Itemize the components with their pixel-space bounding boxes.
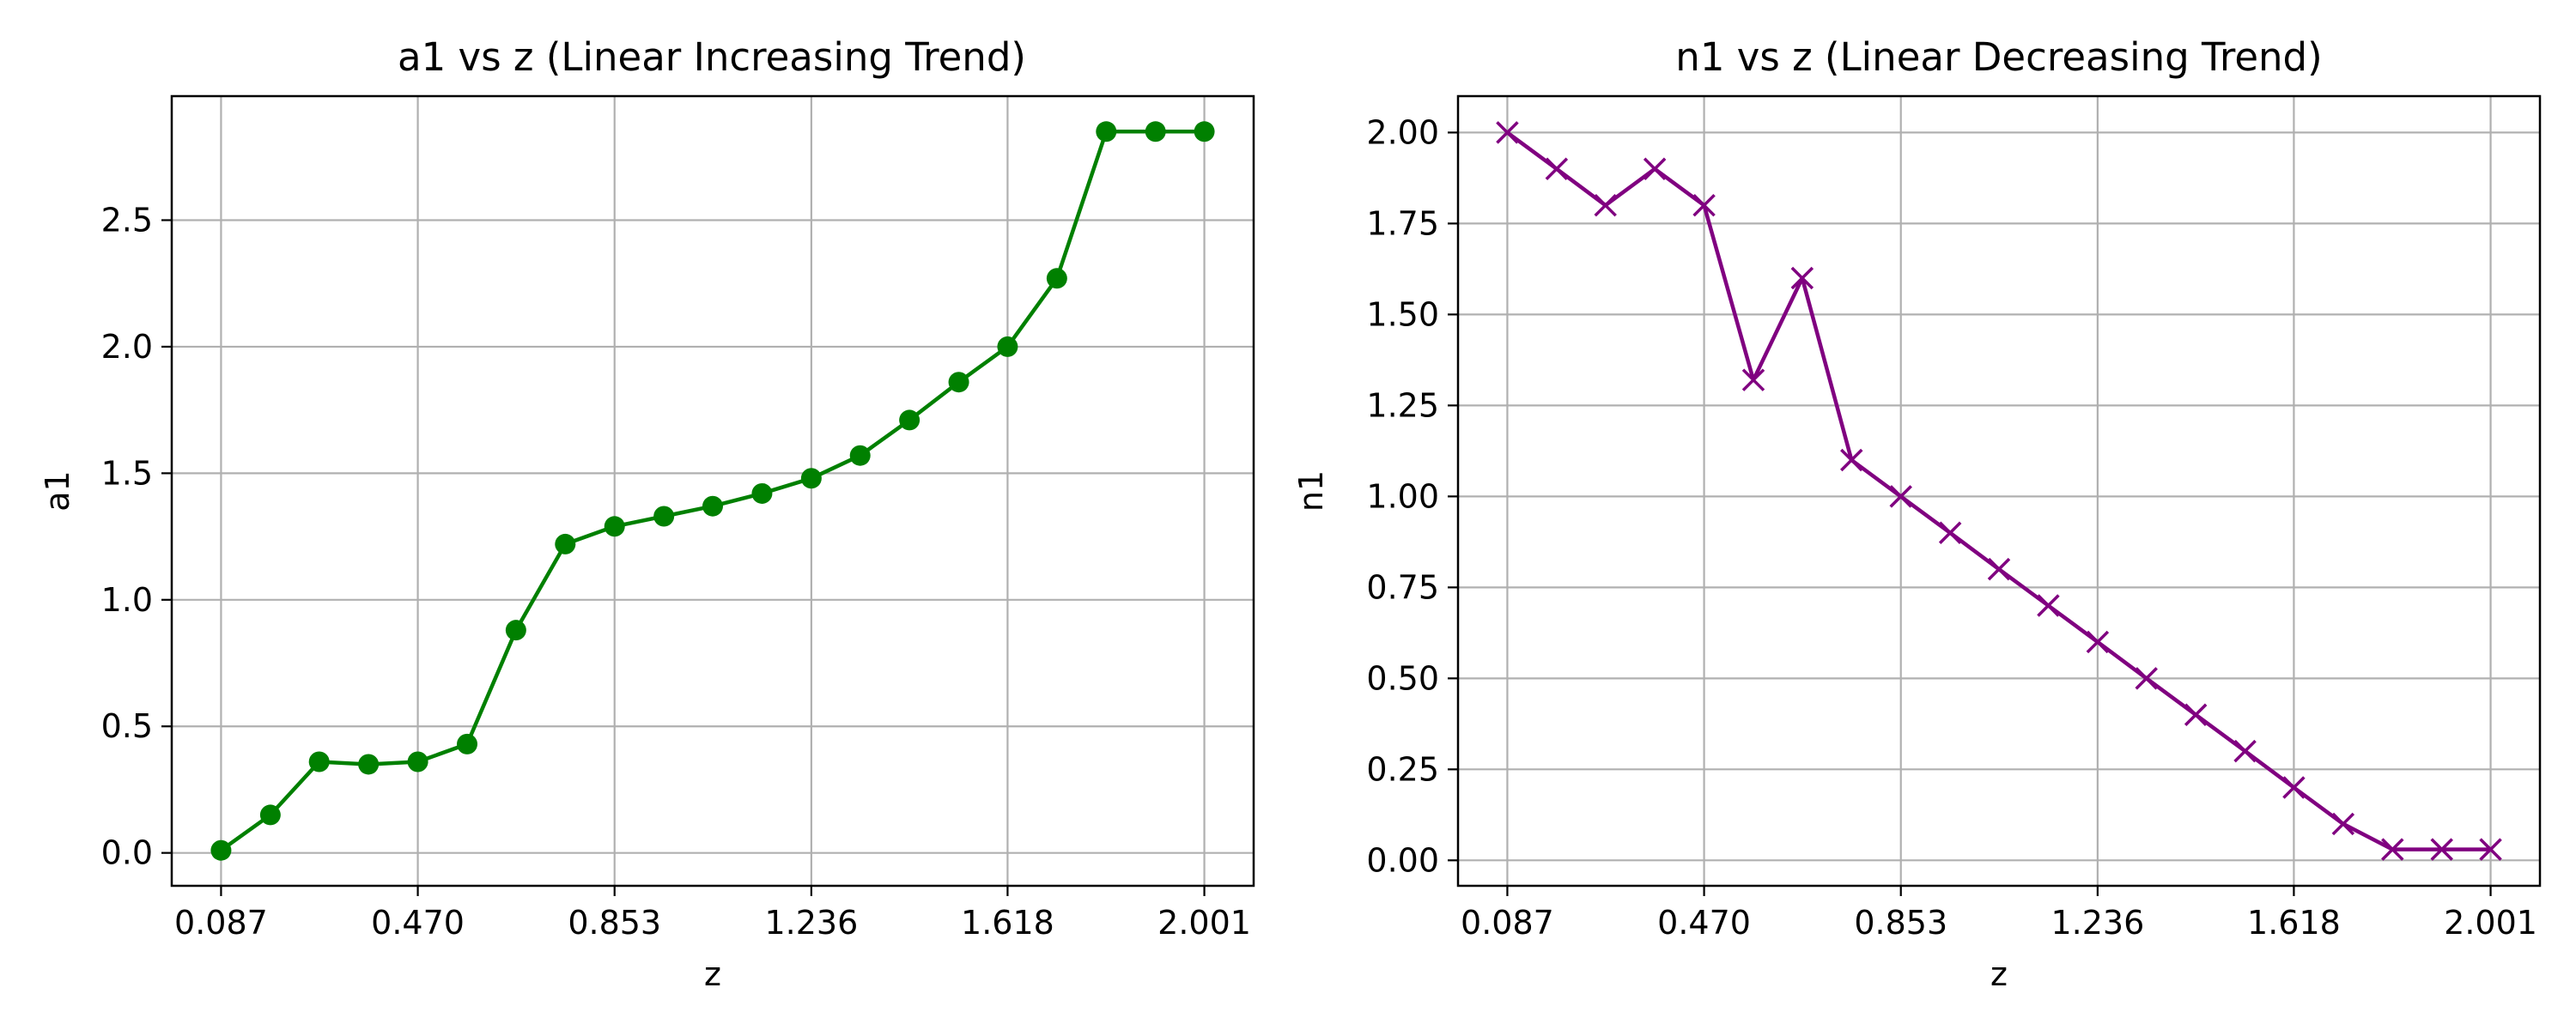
- chart-a1-vs-z: a1 vs z (Linear Increasing Trend) 0.087 0…: [39, 34, 1255, 993]
- y-tick-label: 1.75: [1366, 204, 1439, 242]
- data-point: [1594, 193, 1617, 217]
- data-point: [308, 751, 330, 772]
- x-ticks: 0.087 0.470 0.853 1.236 1.618 2.001: [1461, 886, 2537, 942]
- y-tick-label: 2.00: [1366, 113, 1439, 151]
- data-point: [1643, 157, 1667, 181]
- y-tick-label: 1.25: [1366, 386, 1439, 424]
- y-tick-label: 0.75: [1366, 568, 1439, 606]
- x-tick-label: 2.001: [2444, 904, 2537, 942]
- grid: [172, 96, 1254, 886]
- data-point: [1545, 157, 1569, 181]
- x-tick-label: 0.853: [1854, 904, 1947, 942]
- series-line: [210, 121, 1215, 861]
- data-point: [1194, 121, 1215, 142]
- x-tick-label: 0.853: [568, 904, 661, 942]
- data-point: [407, 751, 428, 772]
- x-tick-label: 1.236: [764, 904, 858, 942]
- data-point: [604, 516, 625, 537]
- data-point: [2331, 812, 2355, 836]
- data-point: [751, 482, 773, 504]
- grid: [1458, 96, 2540, 886]
- data-point: [210, 839, 232, 861]
- data-point: [2184, 703, 2208, 726]
- data-point: [505, 620, 526, 641]
- x-tick-label: 0.470: [371, 904, 465, 942]
- series-line: [1496, 121, 2502, 861]
- y-tick-label: 0.0: [101, 834, 153, 872]
- x-axis-label: z: [704, 955, 721, 993]
- data-point: [1145, 121, 1166, 142]
- y-tick-label: 0.50: [1366, 659, 1439, 697]
- y-tick-label: 1.50: [1366, 295, 1439, 333]
- y-tick-label: 0.00: [1366, 841, 1439, 879]
- data-point: [1741, 368, 1765, 391]
- data-point: [1840, 448, 1863, 472]
- data-point: [702, 495, 723, 517]
- y-tick-label: 2.0: [101, 328, 153, 366]
- data-point: [1046, 268, 1067, 289]
- y-tick-label: 1.0: [101, 581, 153, 619]
- data-point: [899, 409, 920, 431]
- data-point: [358, 754, 380, 775]
- data-point: [1987, 557, 2011, 581]
- y-tick-label: 2.5: [101, 201, 153, 239]
- chart-n1-vs-z: n1 vs z (Linear Decreasing Trend) 0.087 0…: [1292, 34, 2542, 993]
- data-point: [2381, 838, 2404, 861]
- y-tick-label: 0.5: [101, 707, 153, 745]
- data-point: [997, 336, 1018, 357]
- y-ticks: 0.00 0.25 0.50 0.75 1.00 1.25 1.50 1.75 2.00: [1366, 113, 1458, 879]
- chart-title: a1 vs z (Linear Increasing Trend): [398, 34, 1026, 80]
- data-point: [1938, 521, 1962, 544]
- y-tick-label: 1.5: [101, 454, 153, 492]
- x-tick-label: 1.236: [2050, 904, 2144, 942]
- data-point: [259, 804, 281, 826]
- y-axis-label: a1: [39, 470, 76, 511]
- data-point: [800, 468, 822, 489]
- data-point: [1096, 121, 1117, 142]
- data-point: [2430, 838, 2453, 861]
- data-point: [653, 506, 675, 527]
- data-point: [2037, 594, 2060, 617]
- data-point: [2233, 739, 2257, 763]
- data-point: [1889, 485, 1912, 508]
- data-point: [948, 372, 969, 393]
- x-tick-label: 1.618: [961, 904, 1054, 942]
- data-point: [2135, 667, 2158, 690]
- data-point: [457, 733, 478, 754]
- x-tick-label: 1.618: [2247, 904, 2341, 942]
- data-point: [555, 533, 576, 554]
- data-point: [2479, 838, 2502, 861]
- data-point: [1496, 121, 1519, 144]
- y-axis-label: n1: [1292, 470, 1330, 512]
- x-tick-label: 2.001: [1157, 904, 1251, 942]
- x-axis-label: z: [1990, 955, 2008, 993]
- data-point: [2282, 776, 2306, 799]
- x-tick-label: 0.470: [1657, 904, 1751, 942]
- data-point: [1790, 266, 1814, 290]
- data-point: [2086, 630, 2110, 654]
- y-tick-label: 1.00: [1366, 477, 1439, 515]
- y-ticks: 0.0 0.5 1.0 1.5 2.0 2.5: [101, 201, 172, 872]
- x-tick-label: 0.087: [174, 904, 268, 942]
- y-tick-label: 0.25: [1366, 750, 1439, 788]
- x-tick-label: 0.087: [1461, 904, 1554, 942]
- data-point: [849, 445, 871, 466]
- axes-frame: [1456, 94, 2542, 888]
- axes-frame: [170, 94, 1255, 888]
- x-ticks: 0.087 0.470 0.853 1.236 1.618 2.001: [174, 886, 1251, 942]
- data-point: [1692, 193, 1716, 217]
- chart-title: n1 vs z (Linear Decreasing Trend): [1675, 34, 2322, 80]
